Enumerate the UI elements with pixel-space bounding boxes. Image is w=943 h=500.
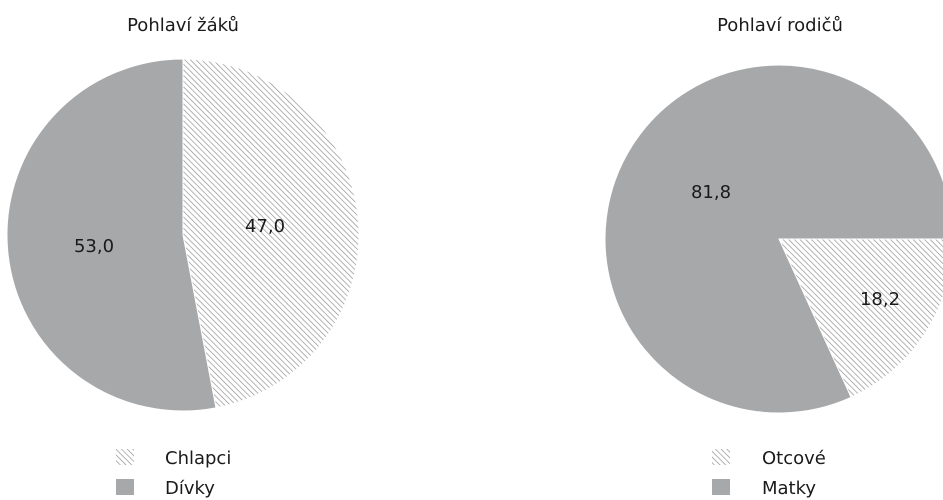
legend-label-otcove: Otcové	[762, 448, 826, 469]
pie-slice-otcové	[778, 238, 943, 399]
slice-label-chlapci: 47,0	[245, 216, 285, 237]
legend-swatch-chlapci	[116, 449, 134, 465]
legend-label-matky: Matky	[762, 478, 816, 499]
legend-label-divky: Dívky	[165, 478, 215, 499]
pie-chart-pupils: Pohlaví žáků 47,0 53,0 Chlapci Dívky	[6, 15, 360, 499]
pie-slice-chlapci	[182, 58, 360, 409]
legend-label-chlapci: Chlapci	[165, 448, 231, 469]
chart-title: Pohlaví žáků	[127, 15, 239, 36]
pie-slices	[6, 58, 360, 412]
legend-swatch-matky	[712, 479, 730, 495]
pie-slice-dívky	[6, 58, 217, 412]
slice-label-otcove: 18,2	[860, 289, 900, 310]
pie-chart-parents: Pohlaví rodičů 81,8 18,2 Otcové Matky	[604, 15, 943, 499]
slice-label-matky: 81,8	[691, 182, 731, 203]
legend: Chlapci Dívky	[116, 448, 231, 499]
legend-swatch-otcove	[712, 449, 730, 465]
pie-slices	[604, 64, 943, 414]
legend: Otcové Matky	[712, 448, 826, 499]
chart-title: Pohlaví rodičů	[717, 15, 843, 36]
slice-label-divky: 53,0	[74, 236, 114, 257]
legend-swatch-divky	[116, 479, 134, 495]
pie-slice-matky	[604, 64, 943, 414]
